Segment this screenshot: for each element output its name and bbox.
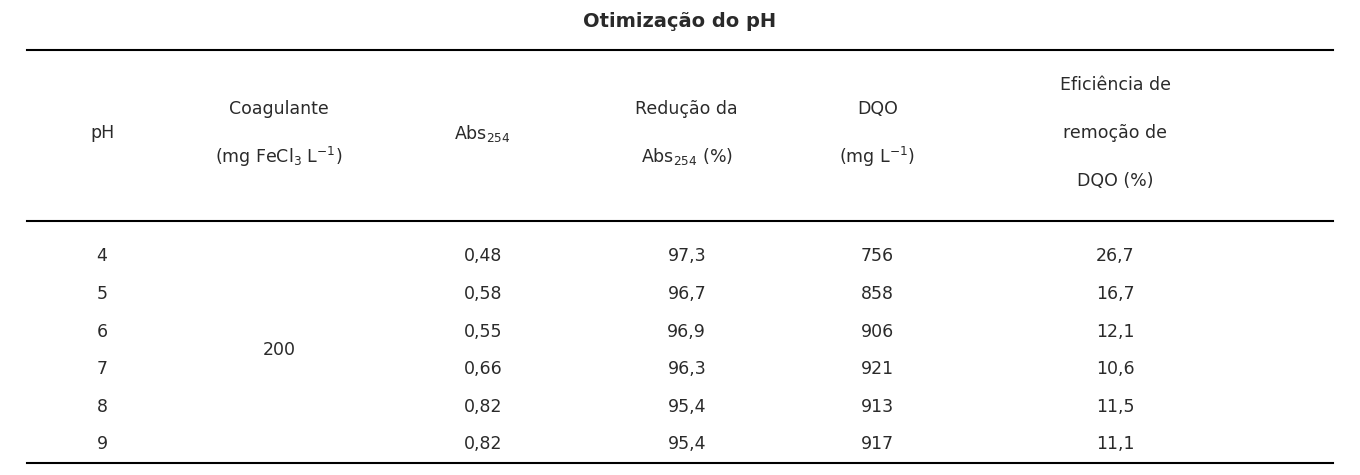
Text: 906: 906	[861, 323, 894, 341]
Text: 5: 5	[97, 285, 107, 303]
Text: remoção de: remoção de	[1064, 124, 1167, 142]
Text: 0,55: 0,55	[464, 323, 502, 341]
Text: 97,3: 97,3	[668, 247, 706, 266]
Text: 921: 921	[861, 360, 894, 378]
Text: Eficiência de: Eficiência de	[1059, 76, 1171, 95]
Text: 917: 917	[861, 435, 894, 453]
Text: 8: 8	[97, 398, 107, 416]
Text: 0,58: 0,58	[464, 285, 502, 303]
Text: 0,66: 0,66	[464, 360, 502, 378]
Text: 200: 200	[262, 342, 295, 359]
Text: pH: pH	[90, 124, 114, 142]
Text: 12,1: 12,1	[1096, 323, 1134, 341]
Text: 0,82: 0,82	[464, 398, 502, 416]
Text: 11,1: 11,1	[1096, 435, 1134, 453]
Text: 858: 858	[861, 285, 894, 303]
Text: DQO: DQO	[857, 100, 898, 118]
Text: 10,6: 10,6	[1096, 360, 1134, 378]
Text: 16,7: 16,7	[1096, 285, 1134, 303]
Text: Otimização do pH: Otimização do pH	[583, 12, 777, 31]
Text: 11,5: 11,5	[1096, 398, 1134, 416]
Text: Coagulante: Coagulante	[228, 100, 329, 118]
Text: 4: 4	[97, 247, 107, 266]
Text: 96,7: 96,7	[668, 285, 706, 303]
Text: 95,4: 95,4	[668, 435, 706, 453]
Text: 26,7: 26,7	[1096, 247, 1134, 266]
Text: 6: 6	[97, 323, 107, 341]
Text: 913: 913	[861, 398, 894, 416]
Text: Abs$_{254}$ (%): Abs$_{254}$ (%)	[641, 146, 733, 167]
Text: Abs$_{254}$: Abs$_{254}$	[454, 123, 511, 143]
Text: (mg FeCl$_3$ L$^{-1}$): (mg FeCl$_3$ L$^{-1}$)	[215, 145, 343, 169]
Text: Redução da: Redução da	[635, 100, 738, 118]
Text: 96,3: 96,3	[668, 360, 706, 378]
Text: 756: 756	[861, 247, 894, 266]
Text: 7: 7	[97, 360, 107, 378]
Text: 0,48: 0,48	[464, 247, 502, 266]
Text: 95,4: 95,4	[668, 398, 706, 416]
Text: 9: 9	[97, 435, 107, 453]
Text: 96,9: 96,9	[668, 323, 706, 341]
Text: DQO (%): DQO (%)	[1077, 171, 1153, 190]
Text: (mg L$^{-1}$): (mg L$^{-1}$)	[839, 145, 915, 169]
Text: 0,82: 0,82	[464, 435, 502, 453]
